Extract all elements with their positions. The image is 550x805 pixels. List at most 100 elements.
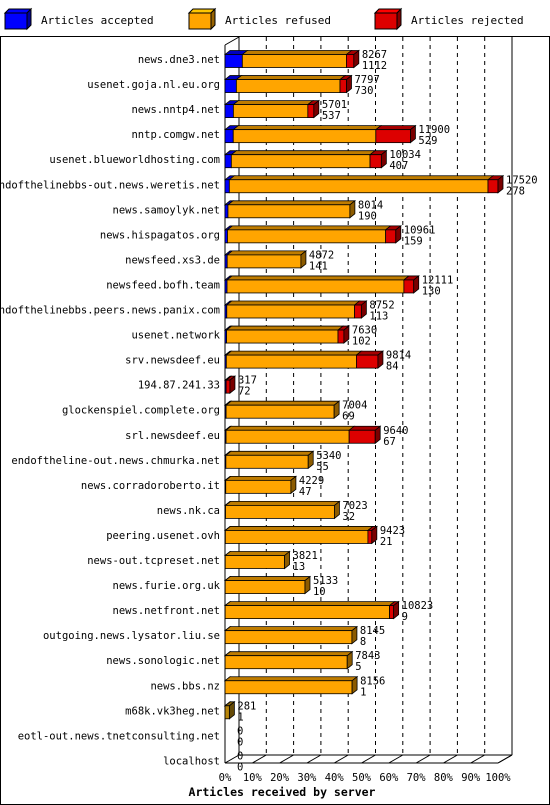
bar-refused-top (230, 150, 377, 156)
bar-refused (230, 154, 371, 169)
bar-total-label: 8752 (369, 300, 394, 312)
bar-refused (225, 479, 292, 494)
floor-tick (497, 754, 513, 764)
category-label: 194.87.241.33 (138, 380, 220, 392)
legend-swatch-refused (188, 12, 212, 30)
bar-rejected (346, 54, 355, 68)
bar-refused-top (241, 50, 353, 55)
category-label: newsfeed.xs3.de (125, 254, 220, 266)
bar-end-side (228, 700, 235, 720)
bar-refused (226, 329, 339, 344)
category-label: endoftheline-out.news.chmurka.net (11, 455, 220, 467)
bar-end-side (377, 350, 384, 369)
legend-label-accepted: Articles accepted (41, 14, 154, 27)
legend-label-refused: Articles refused (225, 14, 331, 27)
legend-swatch-side (210, 7, 216, 31)
bar-rejected (403, 279, 415, 294)
bar-rejected (367, 530, 373, 544)
bar-end-side (371, 525, 378, 545)
category-label: news.nntp4.net (131, 104, 220, 116)
legend-swatch-side (396, 7, 402, 31)
bar-rejected (339, 79, 347, 93)
bar-rejected (354, 304, 362, 319)
bar-refused-top (232, 125, 382, 131)
floor-tick (306, 754, 322, 764)
bar-total-label: 7843 (355, 650, 380, 662)
bar-refused (226, 304, 355, 319)
floor-tick (388, 754, 404, 764)
bar-refused-top (224, 400, 341, 406)
floor-tick (224, 754, 240, 764)
bar-total-label: 10823 (402, 600, 434, 612)
bar-accepted-label: 8 (360, 636, 366, 648)
bar-refused (227, 229, 387, 244)
category-label: outgoing.news.lysator.liu.se (43, 630, 220, 642)
bar-refused (225, 354, 357, 369)
bar-accepted-label: 102 (352, 336, 371, 348)
category-label: localhost (163, 755, 220, 767)
bar-end-side (300, 250, 307, 269)
floor-tick (361, 754, 376, 764)
x-tick-label: 40% (325, 772, 345, 784)
bar-refused (224, 580, 306, 594)
category-label: news.hispagatos.org (100, 229, 220, 241)
category-label: endofthelinebbs.peers.news.panix.com (0, 305, 220, 317)
bar-accepted-label: 9 (402, 611, 408, 623)
x-tick-label: 20% (270, 772, 290, 784)
bar-accepted (224, 54, 243, 68)
bar-refused (224, 530, 369, 544)
x-tick-label: 30% (297, 772, 317, 784)
category-label: news.samoylyk.net (113, 204, 220, 216)
bar-end-side (284, 550, 290, 570)
bar-total-label: 281 (237, 700, 256, 712)
category-label: endofthelinebbs-out.news.weretis.net (0, 179, 220, 191)
bar-total-label: 17520 (506, 174, 538, 186)
bar-end-side (497, 174, 504, 194)
bar-total-label: 10961 (404, 224, 436, 236)
bar-refused-top (225, 300, 361, 306)
category-label: usenet.network (131, 330, 220, 342)
bar-refused (224, 680, 353, 695)
bar-total-label: 4229 (299, 475, 324, 487)
bar-end-side (395, 225, 402, 244)
bar-accepted-label: 67 (383, 436, 396, 448)
bar-total-label: 8267 (362, 49, 387, 61)
bar-accepted-label: 47 (299, 486, 312, 498)
bar-accepted (224, 129, 234, 144)
floor-tick (443, 754, 458, 764)
bar-accepted-label: 1112 (362, 60, 387, 72)
category-label: news.netfront.net (113, 605, 220, 617)
bar-refused (225, 454, 309, 469)
bar-total-label: 7630 (352, 325, 377, 337)
bar-total-label: 3821 (293, 550, 318, 562)
bar-accepted-label: 32 (342, 511, 355, 523)
bar-end-side (380, 149, 387, 169)
floor-tick (333, 754, 349, 764)
bar-end-side (290, 475, 297, 495)
bar-end-side (360, 300, 367, 319)
bar-total-label: 5133 (313, 575, 338, 587)
x-tick-label: 70% (407, 772, 427, 784)
bar-end-side (304, 575, 311, 595)
bar-total-label: 9640 (383, 425, 408, 437)
bar-total-label: 9423 (380, 525, 405, 537)
category-label: m68k.vk3heg.net (125, 705, 220, 717)
bar-end-side (353, 49, 360, 69)
bar-end-side (346, 650, 353, 670)
category-label: srv.newsdeef.eu (125, 355, 220, 367)
bar-accepted-label: 10 (313, 586, 326, 598)
category-label: news.bbs.nz (150, 680, 220, 692)
bar-refused-top (223, 601, 396, 606)
category-label: eotl-out.news.tnetconsulting.net (18, 730, 220, 742)
bar-end-side (307, 450, 314, 470)
bar-end-side (333, 400, 340, 420)
bar-refused-top (226, 200, 357, 206)
category-label: news.nk.ca (157, 505, 220, 517)
bar-total-label: 5340 (316, 450, 341, 462)
bar-total-label: 317 (238, 375, 257, 387)
bar-refused (241, 54, 347, 68)
x-tick-label: 60% (379, 772, 399, 784)
category-label: glockenspiel.complete.org (62, 405, 220, 417)
category-label: news.dne3.net (138, 54, 220, 66)
bar-refused (232, 129, 377, 144)
